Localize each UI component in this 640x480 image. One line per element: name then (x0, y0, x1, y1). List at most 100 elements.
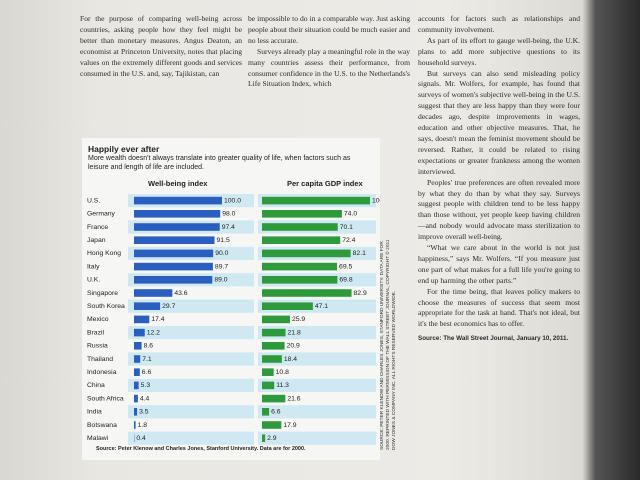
bar (262, 368, 274, 376)
value-label: 47.1 (315, 303, 328, 310)
bar (262, 355, 282, 363)
bar (134, 196, 222, 205)
value-label: 12.2 (147, 329, 160, 336)
paragraph: Peoples' true preferences are often reve… (418, 177, 580, 242)
category-label: Malawi (87, 435, 109, 442)
bar (134, 289, 173, 297)
value-label: 25.9 (292, 316, 305, 323)
row-stripe (258, 352, 376, 366)
bar (262, 408, 270, 416)
category-label: U.S. (87, 197, 100, 204)
bar (262, 381, 275, 390)
value-label: 6.6 (142, 369, 152, 376)
bar (262, 289, 352, 297)
text-column: accounts for factors such as relationshi… (418, 14, 580, 345)
value-label: 3.5 (139, 409, 149, 416)
category-label: Russia (87, 343, 108, 350)
bar (134, 328, 145, 337)
paragraph: Surveys already play a meaningful role i… (248, 46, 410, 89)
chart-title: Happily ever after (88, 144, 160, 154)
value-label: 2.9 (267, 435, 277, 442)
category-label: South Africa (87, 395, 124, 402)
category-label: China (87, 382, 105, 389)
bar (262, 342, 285, 350)
bar (262, 434, 266, 442)
value-label: 18.4 (284, 356, 297, 363)
paragraph: But surveys can also send misleading pol… (418, 68, 580, 176)
category-label: Botswana (87, 422, 117, 429)
value-label: 43.6 (174, 290, 187, 297)
text-column: For the purpose of comparing well-being … (80, 14, 242, 79)
bar (262, 421, 282, 429)
value-label: 98.0 (222, 211, 235, 218)
category-label: India (87, 409, 102, 416)
value-label: 89.7 (215, 263, 228, 270)
value-label: 8.6 (144, 343, 154, 350)
bar (262, 315, 290, 324)
category-label: Japan (87, 237, 106, 244)
bar (134, 249, 214, 258)
row-stripe (128, 431, 254, 445)
value-label: 100.0 (224, 197, 241, 204)
value-label: 69.5 (339, 263, 352, 270)
bar (262, 249, 351, 258)
paragraph: As part of its effort to gauge well-bein… (418, 35, 580, 67)
bar-panels: U.S. 100.0 100.0 Germany 98.0 74.0 France 97.4 7… (87, 194, 380, 445)
bar (262, 302, 313, 310)
value-label: 17.9 (283, 422, 296, 429)
panel-header: Per capita GDP index (287, 179, 363, 188)
category-label: Thailand (87, 356, 113, 363)
value-label: 20.9 (287, 343, 300, 350)
value-label: 72.4 (342, 237, 355, 244)
paragraph: “What we care about in the world is not … (418, 243, 580, 285)
chart-source: Source: Peter Klenow and Charles Jones, … (96, 446, 306, 452)
bar (262, 236, 341, 244)
value-label: 100.0 (372, 197, 380, 204)
value-label: 17.4 (151, 316, 164, 323)
article-source: Source: The Wall Street Journal, January… (418, 335, 569, 343)
paragraph: be impossible to do in a comparable way.… (248, 14, 410, 45)
bar (134, 223, 220, 231)
value-label: 4.4 (140, 395, 150, 402)
paragraph: For the time being, that leaves policy m… (418, 286, 580, 329)
row-stripe (128, 378, 254, 392)
bar (134, 276, 213, 284)
chart-subtitle: More wealth doesn't always translate int… (88, 155, 351, 171)
bar (134, 355, 141, 363)
bar (262, 394, 286, 403)
category-label: France (87, 224, 108, 231)
value-label: 97.4 (222, 224, 235, 231)
value-label: 0.4 (136, 435, 146, 442)
value-label: 21.6 (287, 395, 300, 402)
bar (134, 302, 161, 310)
bar (262, 262, 338, 271)
value-label: 74.0 (344, 211, 357, 218)
value-label: 5.3 (141, 382, 151, 389)
row-stripe (258, 326, 376, 340)
value-label: 6.6 (271, 409, 281, 416)
row-stripe (128, 405, 254, 419)
text-column: be impossible to do in a comparable way.… (248, 14, 410, 90)
bar (262, 196, 370, 205)
paragraph: For the purpose of comparing well-being … (80, 14, 242, 78)
bar (134, 394, 138, 403)
value-label: 10.8 (276, 369, 289, 376)
credit: SOURCE: PETER KLENOW AND CHARLES JONES, … (380, 239, 397, 450)
row-stripe (258, 405, 376, 419)
bar (134, 262, 213, 271)
value-label: 90.0 (215, 250, 228, 257)
value-label: 89.0 (214, 277, 227, 284)
category-label: Mexico (87, 316, 109, 323)
value-label: 82.9 (354, 290, 367, 297)
value-label: 29.7 (162, 303, 175, 310)
value-label: 1.8 (138, 422, 148, 429)
category-label: Brazil (87, 329, 104, 336)
bar (262, 276, 338, 284)
bar (134, 381, 139, 390)
category-label: South Korea (87, 303, 125, 310)
bar (134, 408, 138, 416)
category-label: Singapore (87, 290, 118, 297)
bar (262, 328, 286, 337)
value-label: 7.1 (142, 356, 152, 363)
